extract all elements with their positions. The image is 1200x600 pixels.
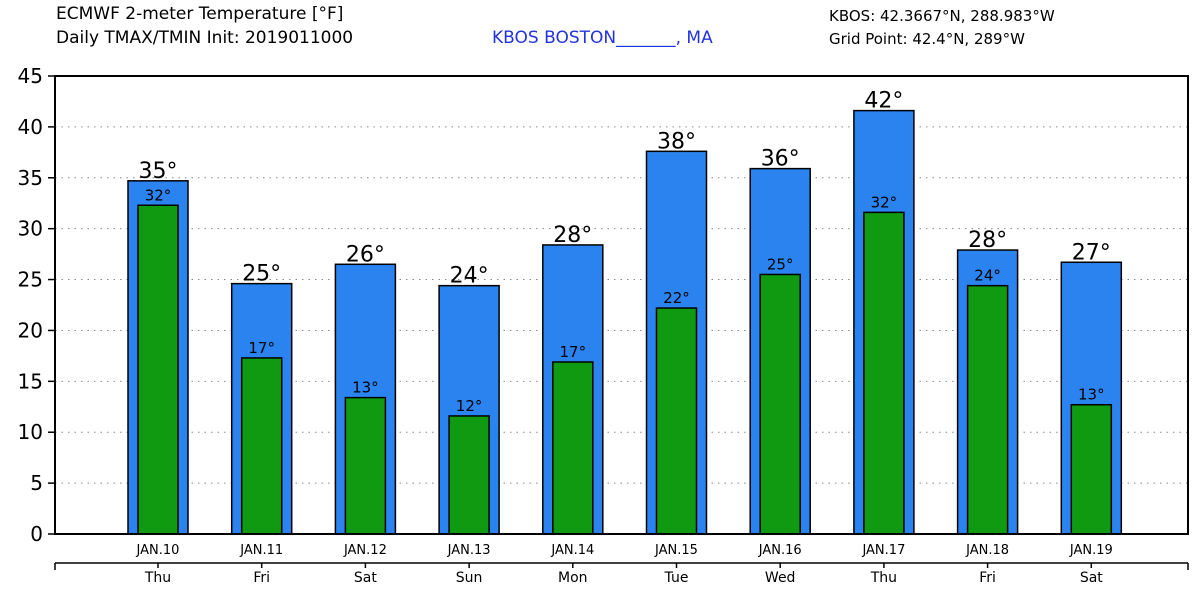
x-weekday-label: Sat xyxy=(1080,570,1103,586)
plot-border xyxy=(54,75,1189,535)
bars: 35° 32° 25° 17° 26° 13° 24° 12° 28° 17° 38° 22° 36° 2… xyxy=(127,89,1123,535)
x-date-label: JAN.14 xyxy=(550,543,594,558)
y-axis: 0 5 10 15 20 25 30 35 40 45 xyxy=(18,64,55,546)
tmin-label: 32° xyxy=(145,186,172,204)
tmin-label: 13° xyxy=(352,379,379,397)
plot-frame xyxy=(54,75,1189,535)
tmin-bar xyxy=(863,211,905,535)
tmin-label: 12° xyxy=(456,397,483,415)
tmin-bar xyxy=(344,396,387,535)
x-axis: JAN.10 JAN.11 JAN.12 JAN.13 JAN.14 JAN.15 JAN.… xyxy=(54,543,1189,586)
y-tick-label: 15 xyxy=(18,369,43,393)
tmax-label: 24° xyxy=(450,264,489,289)
y-tick-label: 5 xyxy=(30,471,43,495)
tmax-label: 27° xyxy=(1072,240,1111,265)
y-tick-label: 10 xyxy=(18,420,43,444)
x-date-label: JAN.12 xyxy=(343,543,387,558)
chart-subtitle: Daily TMAX/TMIN Init: 2019011000 xyxy=(56,28,354,48)
x-date-label: JAN.19 xyxy=(1069,543,1113,558)
tmin-bar xyxy=(448,415,490,535)
tmin-label: 13° xyxy=(1078,386,1105,404)
y-tick-label: 20 xyxy=(18,318,43,342)
x-date-label: JAN.15 xyxy=(654,543,698,558)
tmax-label: 25° xyxy=(242,262,281,287)
tmax-label: 28° xyxy=(968,228,1007,253)
x-weekday-label: Fri xyxy=(253,570,270,586)
tmax-label: 38° xyxy=(657,129,696,154)
x-weekday-label: Fri xyxy=(979,570,996,586)
y-tick-label: 40 xyxy=(18,115,43,139)
station-coords: KBOS: 42.3667°N, 288.983°W xyxy=(829,7,1055,25)
y-tick-label: 0 xyxy=(30,522,43,546)
x-date-label: JAN.11 xyxy=(239,543,283,558)
tmin-label: 32° xyxy=(871,193,898,211)
y-tick-label: 25 xyxy=(18,268,43,292)
tmax-label: 26° xyxy=(346,242,385,267)
x-date-label: JAN.13 xyxy=(447,543,491,558)
chart-title: ECMWF 2-meter Temperature [°F] xyxy=(56,4,344,24)
y-tick-label: 30 xyxy=(18,217,43,241)
tmin-bar xyxy=(240,357,283,535)
tmin-label: 17° xyxy=(248,339,275,357)
tmin-bar xyxy=(966,284,1009,535)
y-tick-label: 35 xyxy=(18,166,43,190)
x-date-label: JAN.10 xyxy=(136,543,180,558)
tmin-bar xyxy=(655,307,698,535)
tmin-label: 22° xyxy=(663,289,690,307)
tmin-label: 24° xyxy=(974,267,1001,285)
tmax-label: 36° xyxy=(761,147,800,172)
tmin-bar xyxy=(1070,403,1113,535)
x-date-label: JAN.16 xyxy=(758,543,802,558)
x-weekday-label: Sat xyxy=(354,570,377,586)
tmin-bar xyxy=(759,273,801,535)
station-name: KBOS BOSTON_______, MA xyxy=(492,28,713,48)
x-weekday-label: Thu xyxy=(870,570,897,586)
tmin-label: 17° xyxy=(560,343,587,361)
x-weekday-label: Mon xyxy=(558,570,588,586)
tmax-label: 42° xyxy=(864,89,903,114)
tmin-label: 25° xyxy=(767,255,794,273)
tmin-bar xyxy=(552,361,594,535)
x-weekday-label: Tue xyxy=(664,570,689,586)
x-date-label: JAN.17 xyxy=(861,543,905,558)
x-date-label: JAN.18 xyxy=(965,543,1009,558)
tmin-bar xyxy=(137,204,179,535)
tmax-label: 28° xyxy=(553,223,592,248)
x-weekday-label: Wed xyxy=(765,570,796,586)
tmax-label: 35° xyxy=(139,159,178,184)
y-tick-label: 45 xyxy=(18,64,43,88)
grid-point: Grid Point: 42.4°N, 289°W xyxy=(829,30,1025,48)
x-weekday-label: Thu xyxy=(144,570,171,586)
x-weekday-label: Sun xyxy=(456,570,483,586)
